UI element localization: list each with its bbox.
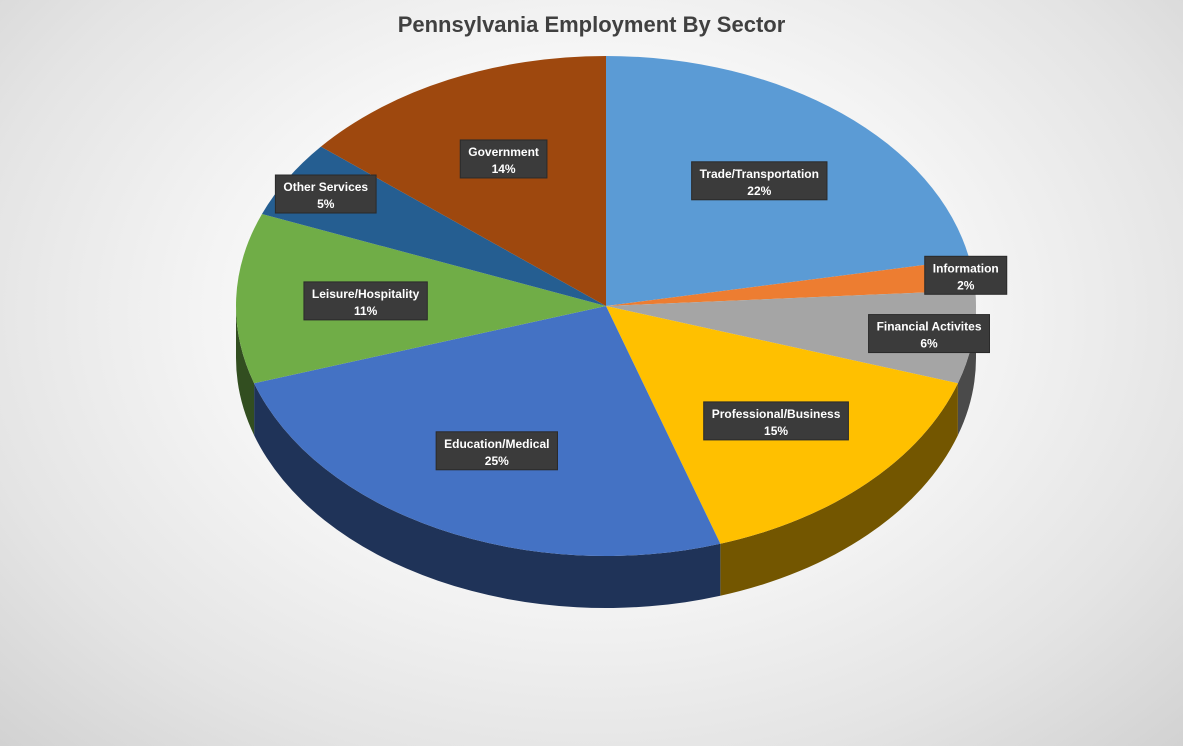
slice-value-label: 25% [485,454,509,468]
slice-category-label: Financial Activites [877,320,982,334]
slice-financial-activites [606,290,977,384]
slice-value-label: 2% [957,278,975,292]
chart-title: Pennsylvania Employment By Sector [397,12,786,37]
slice-label-box [703,401,849,441]
slice-label-box [924,255,1008,295]
slice-label-other-services: Other Services 5% [274,174,377,214]
slice-side-professional-business [720,383,958,596]
slice-label-government: Government 14% [459,139,548,179]
slice-value-label: 5% [317,197,335,211]
slice-side-education-medical [254,383,721,608]
slice-value-label: 6% [920,337,938,351]
slice-label-box [303,281,428,321]
slice-label-box [868,314,991,354]
slice-category-label: Government [468,145,539,159]
slice-label-financial-activites: Financial Activites 6% [868,314,991,354]
slice-value-label: 11% [354,304,378,318]
slice-label-box [435,431,558,471]
slice-label-education-medical: Education/Medical 25% [435,431,558,471]
slice-government [320,55,606,306]
slice-education-medical [254,306,721,556]
slice-label-information: Information 2% [924,255,1008,295]
slice-value-label: 15% [764,424,788,438]
slice-side-financial-activites [957,306,976,436]
slice-category-label: Leisure/Hospitality [312,287,420,301]
slice-label-box [274,174,377,214]
slice-label-box [459,139,548,179]
slice-side-leisure-hospitality [236,306,255,436]
slice-category-label: Information [933,261,999,275]
slice-label-professional-business: Professional/Business 15% [703,401,849,441]
slice-value-label: 22% [747,184,771,198]
slice-category-label: Other Services [283,180,368,194]
slice-value-label: 14% [492,162,516,176]
slice-label-trade-transportation: Trade/Transportation 22% [691,161,828,201]
slice-label-box [691,161,828,201]
slice-category-label: Professional/Business [712,407,841,421]
slice-category-label: Trade/Transportation [700,167,819,181]
slice-information [606,259,976,306]
slice-category-label: Education/Medical [444,437,549,451]
slice-label-leisure-hospitality: Leisure/Hospitality 11% [303,281,428,321]
